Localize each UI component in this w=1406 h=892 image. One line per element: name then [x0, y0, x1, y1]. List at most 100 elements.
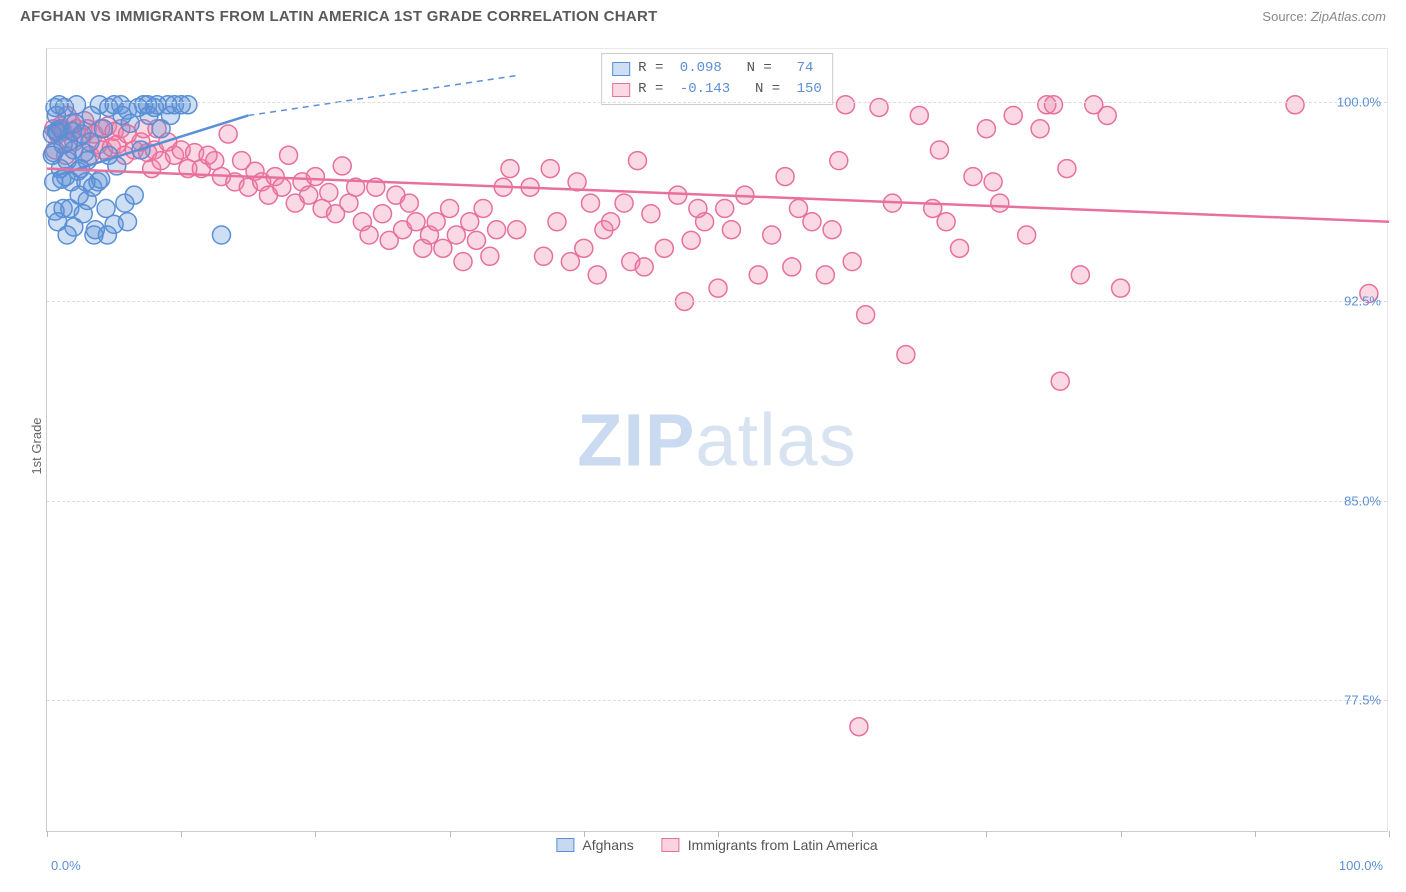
- source-value: ZipAtlas.com: [1311, 9, 1386, 24]
- scatter-point-latinam: [642, 205, 660, 223]
- scatter-point-latinam: [763, 226, 781, 244]
- scatter-point-latinam: [374, 205, 392, 223]
- scatter-point-latinam: [447, 226, 465, 244]
- legend-r-label: R =: [638, 79, 663, 100]
- scatter-point-latinam: [615, 194, 633, 212]
- scatter-point-latinam: [722, 221, 740, 239]
- scatter-point-latinam: [843, 253, 861, 271]
- x-tick: [986, 831, 987, 837]
- scatter-point-latinam: [441, 199, 459, 217]
- legend-r-value-latinam: -0.143: [671, 79, 730, 100]
- scatter-point-latinam: [427, 213, 445, 231]
- scatter-point-latinam: [709, 279, 727, 297]
- scatter-point-latinam: [1018, 226, 1036, 244]
- scatter-point-latinam: [508, 221, 526, 239]
- scatter-point-latinam: [488, 221, 506, 239]
- scatter-point-latinam: [803, 213, 821, 231]
- scatter-point-latinam: [407, 213, 425, 231]
- scatter-point-latinam: [1031, 120, 1049, 138]
- scatter-point-afghans: [65, 218, 83, 236]
- chart-source: Source: ZipAtlas.com: [1262, 9, 1386, 24]
- scatter-point-latinam: [830, 152, 848, 170]
- x-tick: [450, 831, 451, 837]
- scatter-point-latinam: [333, 157, 351, 175]
- scatter-point-afghans: [85, 226, 103, 244]
- scatter-point-latinam: [783, 258, 801, 276]
- legend-item: Afghans: [556, 837, 633, 853]
- scatter-point-latinam: [300, 186, 318, 204]
- legend-row-latinam: R = -0.143 N = 150: [612, 79, 822, 100]
- scatter-point-latinam: [306, 168, 324, 186]
- legend-n-value-afghans: 74: [780, 58, 814, 79]
- x-tick: [47, 831, 48, 837]
- scatter-point-afghans: [92, 170, 110, 188]
- scatter-point-latinam: [400, 194, 418, 212]
- y-axis-label: 1st Grade: [29, 417, 44, 474]
- legend-swatch: [556, 838, 574, 852]
- scatter-point-afghans: [46, 202, 64, 220]
- y-tick-label: 92.5%: [1344, 294, 1381, 309]
- scatter-point-latinam: [897, 346, 915, 364]
- scatter-point-latinam: [602, 213, 620, 231]
- scatter-point-latinam: [434, 239, 452, 257]
- legend-row-afghans: R = 0.098 N = 74: [612, 58, 822, 79]
- scatter-point-latinam: [749, 266, 767, 284]
- gridline-h: [47, 501, 1387, 502]
- scatter-point-latinam: [501, 160, 519, 178]
- scatter-point-latinam: [816, 266, 834, 284]
- scatter-point-latinam: [561, 253, 579, 271]
- scatter-point-latinam: [461, 213, 479, 231]
- scatter-point-latinam: [937, 213, 955, 231]
- scatter-point-latinam: [280, 146, 298, 164]
- chart-header: AFGHAN VS IMMIGRANTS FROM LATIN AMERICA …: [0, 0, 1406, 29]
- scatter-point-latinam: [1045, 96, 1063, 114]
- legend-r-value-afghans: 0.098: [671, 58, 721, 79]
- scatter-point-latinam: [857, 306, 875, 324]
- scatter-point-latinam: [790, 199, 808, 217]
- gridline-h: [47, 102, 1387, 103]
- scatter-point-latinam: [1051, 372, 1069, 390]
- chart-plot-area: ZIPatlas R = 0.098 N = 74 R = -0.143 N =…: [46, 48, 1388, 832]
- scatter-point-latinam: [454, 253, 472, 271]
- scatter-point-latinam: [635, 258, 653, 276]
- x-tick: [1121, 831, 1122, 837]
- scatter-point-latinam: [951, 239, 969, 257]
- y-tick-label: 85.0%: [1344, 493, 1381, 508]
- scatter-point-afghans: [125, 186, 143, 204]
- scatter-point-latinam: [984, 173, 1002, 191]
- y-tick-label: 77.5%: [1344, 693, 1381, 708]
- legend-n-value-latinam: 150: [788, 79, 822, 100]
- scatter-point-latinam: [716, 199, 734, 217]
- scatter-point-afghans: [81, 133, 99, 151]
- scatter-point-afghans: [97, 199, 115, 217]
- scatter-point-latinam: [273, 178, 291, 196]
- chart-title: AFGHAN VS IMMIGRANTS FROM LATIN AMERICA …: [20, 8, 658, 25]
- legend-swatch: [662, 838, 680, 852]
- scatter-point-latinam: [1112, 279, 1130, 297]
- scatter-point-latinam: [850, 718, 868, 736]
- scatter-point-afghans: [179, 96, 197, 114]
- scatter-point-latinam: [535, 247, 553, 265]
- x-axis-label-min: 0.0%: [51, 858, 81, 873]
- x-axis-label-max: 100.0%: [1339, 858, 1383, 873]
- scatter-point-latinam: [655, 239, 673, 257]
- legend-n-label: N =: [730, 58, 772, 79]
- legend-item: Immigrants from Latin America: [662, 837, 878, 853]
- scatter-svg: [47, 49, 1389, 833]
- scatter-point-latinam: [823, 221, 841, 239]
- scatter-point-latinam: [1286, 96, 1304, 114]
- gridline-h: [47, 301, 1387, 302]
- y-tick-label: 100.0%: [1337, 95, 1381, 110]
- legend-n-label: N =: [738, 79, 780, 100]
- trendline-dashed-afghans: [248, 76, 516, 116]
- x-tick: [1389, 831, 1390, 837]
- scatter-point-latinam: [682, 231, 700, 249]
- scatter-point-latinam: [1004, 106, 1022, 124]
- scatter-point-latinam: [628, 152, 646, 170]
- scatter-point-afghans: [121, 114, 139, 132]
- legend-r-label: R =: [638, 58, 663, 79]
- scatter-point-latinam: [541, 160, 559, 178]
- scatter-point-latinam: [467, 231, 485, 249]
- scatter-point-latinam: [320, 184, 338, 202]
- scatter-point-latinam: [1071, 266, 1089, 284]
